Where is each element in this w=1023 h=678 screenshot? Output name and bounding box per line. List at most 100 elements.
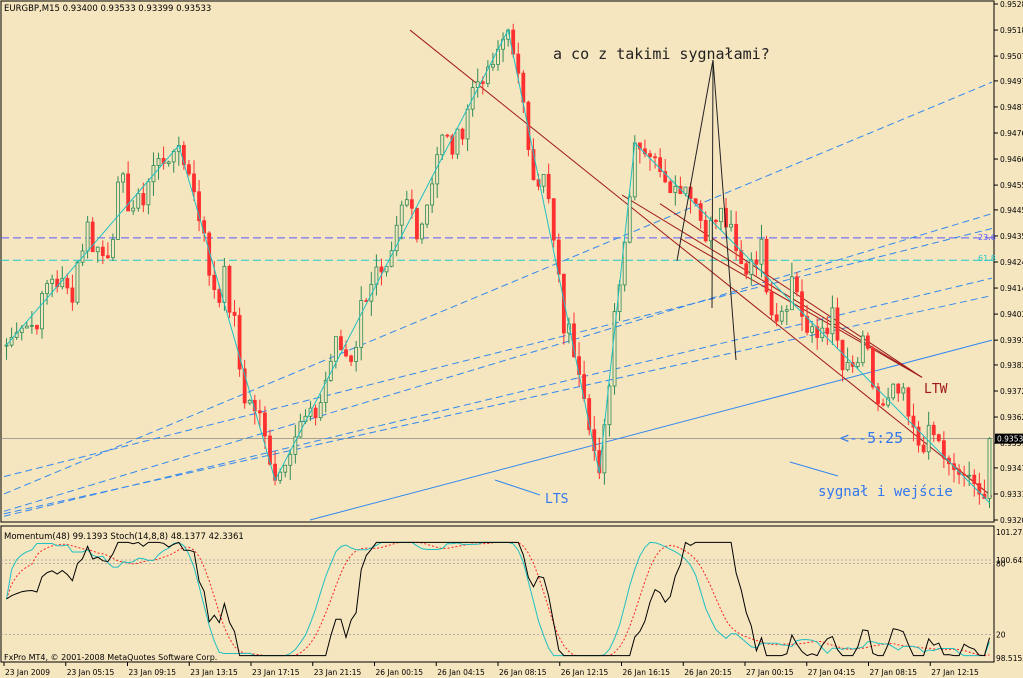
indicator-tick-label: 100.642 [996, 556, 1023, 565]
current-price-box [995, 433, 1023, 444]
candle-body [29, 324, 34, 327]
time-tick-label: 23 Jan 05:15 [67, 668, 115, 677]
candle-body [4, 344, 9, 347]
candle-body [485, 66, 490, 84]
candle-body [242, 368, 247, 404]
time-tick-label: 23 Jan 09:15 [129, 668, 177, 677]
indicator-tick-label: 20 [996, 630, 1006, 639]
candle-body [987, 438, 992, 499]
candle-body [409, 199, 414, 209]
candle-body [349, 355, 353, 362]
candle-body [141, 193, 146, 206]
candle-body [227, 265, 232, 313]
indicator-tick-label: 98.5153 [996, 654, 1023, 663]
candle-body [420, 223, 424, 240]
candle-body [911, 415, 916, 428]
channel-line [3, 213, 993, 512]
candle-body [384, 265, 389, 273]
candle-body [425, 204, 429, 225]
candle-body [754, 259, 759, 265]
annotation-arrow [711, 59, 714, 308]
candle-body [430, 183, 435, 206]
candle-body [901, 387, 906, 394]
candle-body [212, 274, 217, 290]
time-tick-label: 26 Jan 08:15 [499, 668, 547, 677]
candle-body [561, 273, 566, 334]
candle-body [698, 203, 703, 221]
time-tick-label: 23 Jan 17:15 [252, 668, 300, 677]
candle-body [394, 224, 399, 252]
fib-23-label: 23.6 [978, 233, 996, 242]
lts-pointer [494, 479, 541, 496]
candle-body [881, 403, 885, 406]
candle-body [379, 266, 384, 273]
candle-body [693, 198, 698, 205]
time-tick-label: 26 Jan 04:15 [437, 668, 485, 677]
price-tick-label: 0.93310 [1000, 490, 1023, 499]
price-tick-label: 0.93620 [1000, 413, 1023, 422]
price-tick-label: 0.94765 [1000, 129, 1023, 138]
time-tick-label: 26 Jan 00:15 [376, 668, 424, 677]
overlay-group: a co z takimi sygnałami? <--5:25 sygnał … [4, 4, 996, 662]
price-tick-label: 0.93205 [1000, 516, 1023, 525]
candle-body [805, 315, 809, 333]
candle-body [328, 360, 333, 381]
candle-body [354, 346, 359, 362]
zigzag-line [6, 28, 990, 503]
candle-body [769, 291, 774, 316]
price-tick-label: 0.93830 [1000, 361, 1023, 370]
candle-body [24, 325, 29, 329]
candle-body [729, 223, 733, 228]
candle-body [648, 153, 652, 158]
candle-body [45, 283, 49, 294]
candle-body [810, 326, 815, 333]
main-chart-panel[interactable] [0, 0, 995, 523]
indicator-tick-label: 101.273 [996, 528, 1023, 537]
candle-body [90, 221, 95, 253]
candle-body [967, 474, 972, 477]
time-tick-label: 27 Jan 00:15 [746, 668, 794, 677]
candle-body [541, 173, 546, 187]
candle-body [404, 199, 409, 206]
candle-body [455, 128, 460, 155]
candle-body [871, 347, 875, 388]
indicator-panel[interactable] [0, 525, 995, 663]
axis-group: 0.95285 0.95180 0.95075 0.94975 0.94870 0.947… [3, 0, 1023, 677]
candle-body [546, 173, 551, 200]
candle-body [450, 135, 455, 155]
candle-body [795, 276, 799, 293]
time-tick-label: 27 Jan 08:15 [870, 668, 918, 677]
lts-label: LTS [545, 492, 568, 507]
price-tick-label: 0.94455 [1000, 206, 1023, 215]
time-tick-label: 23 Jan 13:15 [190, 668, 238, 677]
candle-body [526, 101, 531, 150]
time-annotation: <--5:25 [840, 429, 903, 447]
time-tick-label: 27 Jan 04:15 [808, 668, 856, 677]
channel-line [3, 295, 993, 515]
price-tick-label: 0.93930 [1000, 336, 1023, 345]
price-tick-label: 0.94870 [1000, 103, 1023, 112]
candle-body [35, 324, 39, 330]
candle-body [835, 307, 840, 341]
candle-body [516, 53, 521, 74]
candle-body [65, 278, 70, 289]
candle-body [445, 134, 450, 137]
candle-body [399, 204, 404, 226]
time-tick-label: 23 Jan 21:15 [314, 668, 362, 677]
candle-body [126, 173, 131, 212]
time-tick-label: 23 Jan 2009 [5, 668, 50, 677]
candle-body [876, 386, 880, 405]
candle-body [774, 314, 779, 322]
momentum-line [6, 541, 990, 657]
candle-body [121, 173, 125, 183]
candle-body [865, 335, 870, 349]
candle-body [283, 464, 288, 473]
candle-body [658, 157, 663, 172]
candle-body [440, 134, 445, 156]
candle-body [941, 440, 946, 459]
candle-body [257, 410, 262, 414]
candle-body [156, 158, 161, 166]
candle-body [323, 380, 328, 403]
